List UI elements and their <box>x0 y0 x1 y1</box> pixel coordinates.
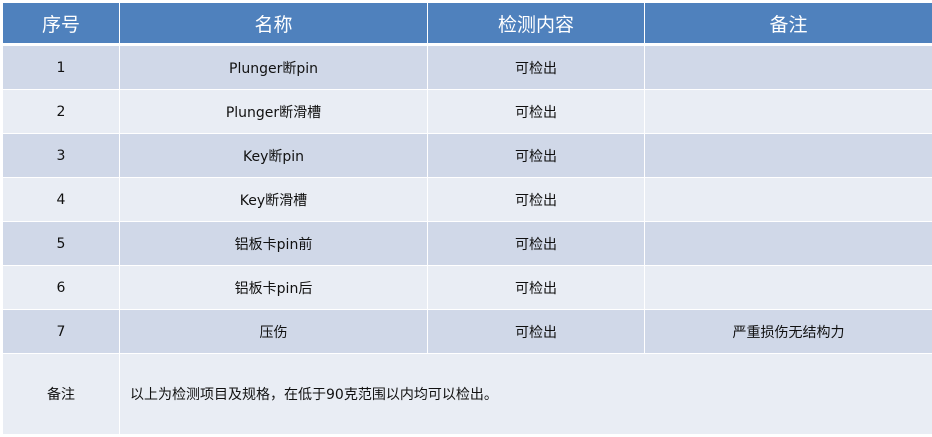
cell-detect: 可检出 <box>427 265 645 310</box>
cell-no: 5 <box>2 221 120 266</box>
cell-remark <box>644 177 932 222</box>
cell-no: 1 <box>2 44 120 90</box>
cell-name: Plunger断滑槽 <box>119 89 428 134</box>
header-remark: 备注 <box>644 2 932 46</box>
table-row: 2 Plunger断滑槽 可检出 <box>2 89 932 134</box>
table-row: 3 Key断pin 可检出 <box>2 133 932 178</box>
cell-detect: 可检出 <box>427 89 645 134</box>
cell-detect: 可检出 <box>427 221 645 266</box>
table-row: 5 铝板卡pin前 可检出 <box>2 221 932 266</box>
cell-detect: 可检出 <box>427 44 645 90</box>
cell-name: 铝板卡pin前 <box>119 221 428 266</box>
cell-no: 3 <box>2 133 120 178</box>
table-row: 1 Plunger断pin 可检出 <box>2 44 932 90</box>
header-row: 序号 名称 检测内容 备注 <box>2 2 932 46</box>
cell-name: Key断滑槽 <box>119 177 428 222</box>
cell-remark <box>644 265 932 310</box>
note-label: 备注 <box>2 353 120 435</box>
table-row: 4 Key断滑槽 可检出 <box>2 177 932 222</box>
cell-remark <box>644 133 932 178</box>
header-no: 序号 <box>2 2 120 46</box>
cell-no: 7 <box>2 309 120 354</box>
cell-no: 4 <box>2 177 120 222</box>
cell-name: 压伤 <box>119 309 428 354</box>
cell-detect: 可检出 <box>427 177 645 222</box>
table-row: 6 铝板卡pin后 可检出 <box>2 265 932 310</box>
header-name: 名称 <box>119 2 428 46</box>
cell-no: 2 <box>2 89 120 134</box>
cell-detect: 可检出 <box>427 309 645 354</box>
cell-remark <box>644 44 932 90</box>
cell-name: Plunger断pin <box>119 44 428 90</box>
cell-remark <box>644 221 932 266</box>
cell-name: Key断pin <box>119 133 428 178</box>
cell-no: 6 <box>2 265 120 310</box>
note-row: 备注 以上为检测项目及规格，在低于90克范围以内均可以检出。 <box>2 353 932 435</box>
note-text: 以上为检测项目及规格，在低于90克范围以内均可以检出。 <box>119 353 932 435</box>
cell-remark: 严重损伤无结构力 <box>644 309 932 354</box>
cell-remark <box>644 89 932 134</box>
cell-name: 铝板卡pin后 <box>119 265 428 310</box>
cell-detect: 可检出 <box>427 133 645 178</box>
table-row: 7 压伤 可检出 严重损伤无结构力 <box>2 309 932 354</box>
header-detect: 检测内容 <box>427 2 645 46</box>
